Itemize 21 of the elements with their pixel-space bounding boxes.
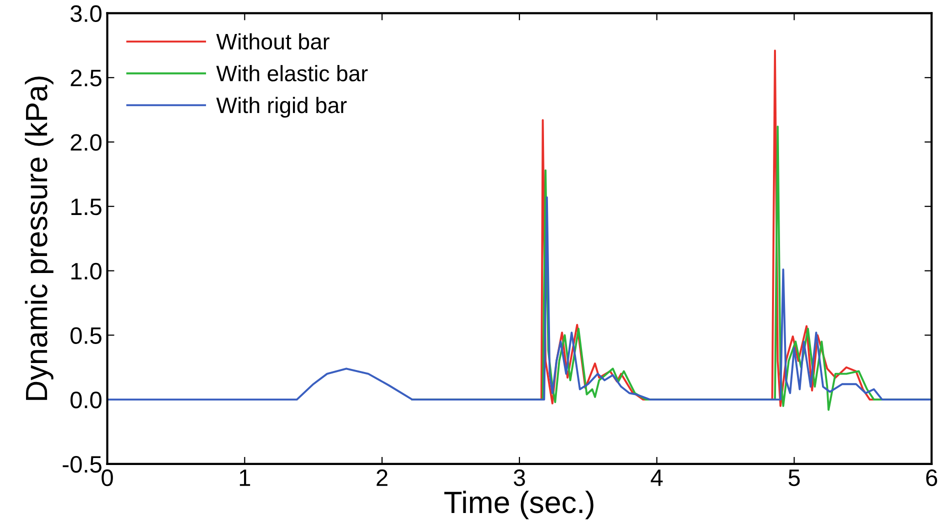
legend-label: With rigid bar (216, 96, 347, 118)
x-tick-label: 4 (650, 470, 663, 486)
x-tick-label: 6 (926, 469, 938, 486)
x-tick-label: 1 (240, 470, 250, 486)
y-tick-label: 2.0 (70, 134, 102, 151)
y-tick-label: -0.5 (62, 456, 102, 473)
x-axis-title: Time (sec.) (444, 490, 594, 520)
y-tick-label: 3.0 (70, 5, 102, 22)
x-tick-label: 0 (102, 469, 113, 486)
x-tick-label: 5 (788, 470, 800, 486)
x-tick-label: 2 (376, 469, 388, 486)
legend-label: With elastic bar (216, 65, 368, 82)
y-tick-label: 1.5 (71, 198, 102, 216)
x-tick-label: 3 (514, 469, 525, 486)
y-tick-label: 2.5 (70, 70, 102, 86)
y-axis-title: Dynamic pressure (kPa) (24, 76, 54, 400)
legend-label: Without bar (216, 33, 330, 50)
line-series (107, 196, 932, 401)
y-tick-label: 0.5 (70, 327, 102, 344)
y-tick-label: 1.0 (71, 262, 102, 280)
y-tick-label: 0.0 (70, 392, 102, 408)
